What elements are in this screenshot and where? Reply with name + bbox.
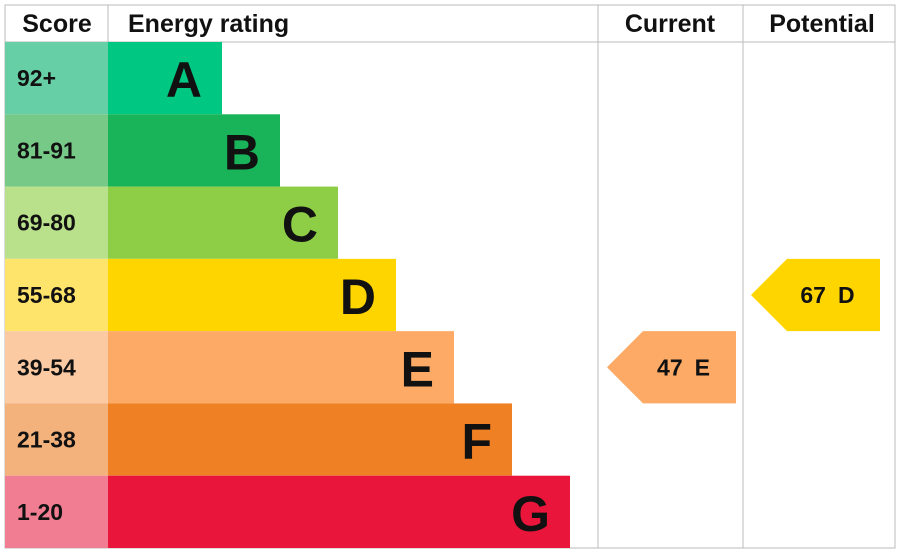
score-range: 39-54 xyxy=(17,354,76,380)
score-range: 69-80 xyxy=(17,210,76,236)
rating-bar xyxy=(108,114,280,187)
potential-label: 67 D xyxy=(800,282,854,308)
rating-bar xyxy=(108,42,222,115)
header-potential: Potential xyxy=(769,10,875,38)
rating-letter: F xyxy=(461,414,492,470)
score-cell xyxy=(5,403,108,476)
rating-bar xyxy=(108,475,570,548)
score-range: 81-91 xyxy=(17,137,76,163)
score-cell xyxy=(5,475,108,548)
potential-band: D xyxy=(838,282,855,308)
current-band: E xyxy=(695,354,710,380)
score-cell xyxy=(5,186,108,259)
rating-bar xyxy=(108,331,454,404)
rating-letter: C xyxy=(282,197,318,253)
rating-letter: D xyxy=(340,269,376,325)
rating-bar xyxy=(108,186,338,259)
potential-arrow xyxy=(751,258,880,332)
header-rating: Energy rating xyxy=(128,10,289,38)
rating-letter: B xyxy=(224,124,260,180)
potential-value: 67 xyxy=(800,282,826,308)
current-value: 47 xyxy=(657,354,683,380)
current-label: 47 E xyxy=(657,354,710,380)
score-cell xyxy=(5,114,108,187)
current-arrow xyxy=(607,331,736,404)
score-cell xyxy=(5,331,108,404)
rating-letter: E xyxy=(401,341,434,397)
header-score: Score xyxy=(22,10,92,38)
score-range: 55-68 xyxy=(17,282,76,308)
score-cell xyxy=(5,42,108,115)
score-cell xyxy=(5,258,108,332)
rating-letter: A xyxy=(166,52,202,108)
rating-bar xyxy=(108,258,396,332)
score-range: 21-38 xyxy=(17,427,76,453)
header-current: Current xyxy=(625,10,716,38)
rating-letter: G xyxy=(511,486,550,542)
score-range: 92+ xyxy=(17,65,56,91)
rating-bar xyxy=(108,403,512,476)
score-range: 1-20 xyxy=(17,499,63,525)
